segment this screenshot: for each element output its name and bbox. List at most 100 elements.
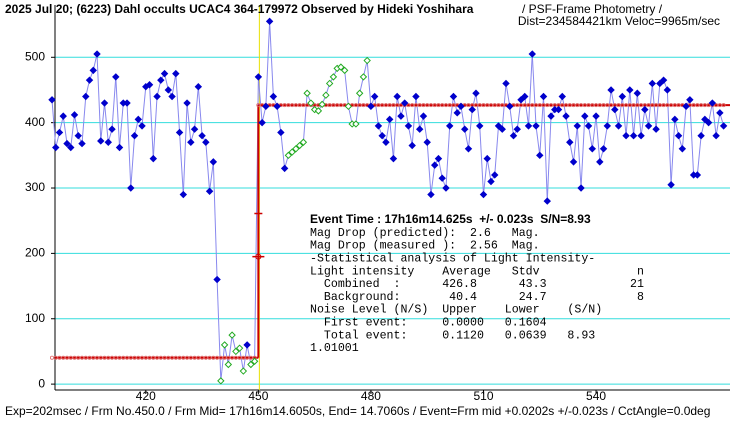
connector [715,112,721,136]
model-dot [477,103,482,108]
connector [182,103,188,195]
data-point [419,112,428,120]
model-dot [297,103,302,108]
y-tick-label: 400 [25,115,45,129]
model-dot [218,355,223,360]
model-dot [586,103,591,108]
model-dot [121,355,126,360]
data-point [262,102,270,111]
data-point [100,99,109,107]
connector [591,116,597,149]
model-dot [248,355,253,360]
model-dot [627,103,632,108]
data-point [202,138,210,146]
model-dot [530,103,535,108]
connector [670,119,676,185]
data-point [569,158,578,166]
model-dot [136,355,141,360]
model-dot [721,103,726,108]
model-dot [173,355,178,360]
annotation: 1.01001 [310,342,359,355]
model-dot [72,355,77,360]
annotation: Total event: 0.1120 0.0639 8.93 [310,329,595,342]
data-point [299,138,308,146]
data-point [457,102,465,111]
data-point [415,125,424,133]
data-point [160,69,169,78]
model-dot [413,103,418,108]
data-point [337,63,345,71]
data-point [453,109,461,117]
model-dot [616,103,621,108]
model-dot [473,103,478,108]
connector [269,21,274,97]
data-point [449,92,458,101]
connector [633,93,638,136]
connector [355,93,361,125]
data-point [303,89,311,97]
data-point [269,92,278,101]
connector [621,96,627,136]
data-point [115,143,124,152]
data-point [622,132,630,140]
connector [224,344,229,365]
model-dot [166,355,171,360]
data-point [273,102,281,111]
model-dot [188,355,193,360]
connector [111,76,117,130]
connector [396,96,402,117]
data-point [393,92,401,101]
data-point [352,120,360,128]
connector [505,83,511,107]
data-point [134,115,143,124]
data-point [461,125,469,133]
data-point [168,92,176,101]
data-point [412,92,420,101]
connector [681,106,687,149]
connector [629,89,635,136]
model-dot [305,103,310,108]
connector [655,83,661,130]
data-point [438,174,446,182]
model-dot [68,355,73,360]
model-dot [440,103,445,108]
connector [430,165,436,195]
data-point [554,105,563,114]
data-point [89,66,97,75]
data-point [74,132,82,140]
data-point [190,125,199,133]
connector [501,83,507,130]
connector [606,89,612,126]
connector [565,116,571,143]
model-dot [357,103,362,108]
model-dot [110,355,115,360]
model-dot [140,355,145,360]
data-point [224,360,233,369]
connector [239,348,244,372]
model-dot [158,355,163,360]
data-point [491,171,499,179]
model-dot [676,103,681,108]
model-dot [98,355,103,360]
data-point [284,151,293,160]
connector [464,129,469,149]
data-point [187,138,195,146]
model-dot [338,103,343,108]
y-tick-label: 200 [25,246,45,260]
model-dot [380,103,385,108]
annotation: -Statistical analysis of Light Intensity… [310,252,595,265]
connector [479,125,484,195]
data-point [277,128,285,137]
model-dot [151,355,156,360]
connector [81,96,87,144]
data-point [573,122,581,130]
data-point [719,122,728,130]
connector [171,73,177,97]
connector [569,142,575,162]
model-dot [590,103,595,108]
data-point [494,122,503,130]
data-point [78,139,86,148]
data-point [708,99,717,107]
connector [422,116,428,143]
data-point [404,122,413,130]
